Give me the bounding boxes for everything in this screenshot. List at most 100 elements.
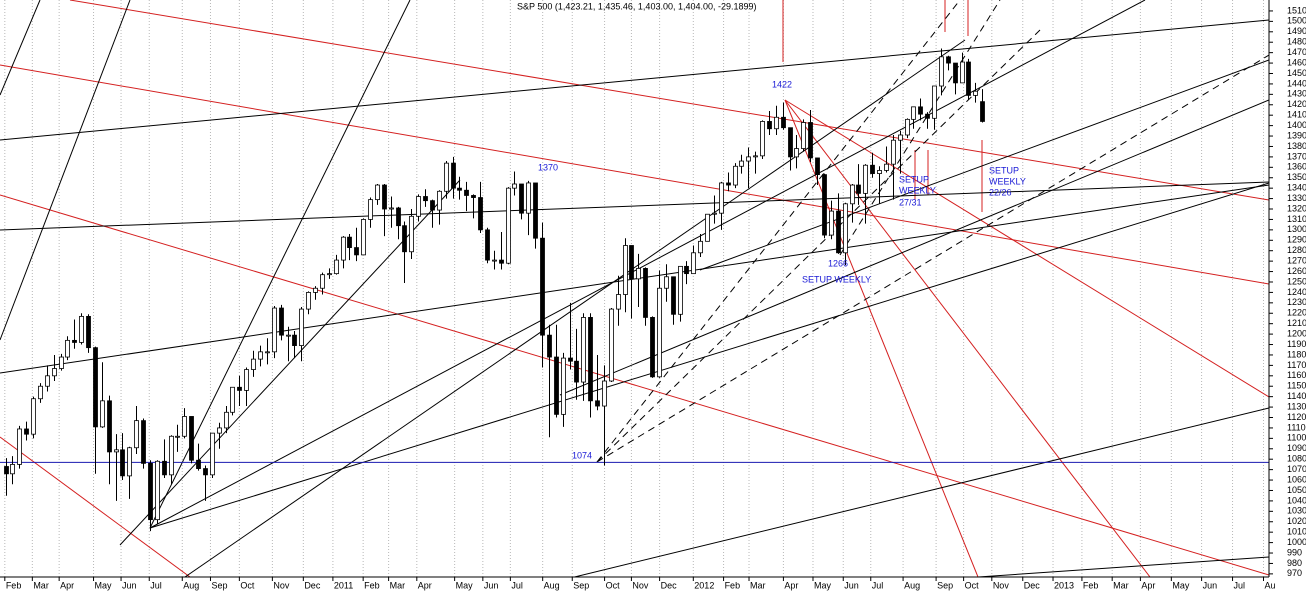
candle-body	[863, 164, 868, 194]
candle-body	[389, 207, 394, 210]
candle-body	[416, 196, 421, 217]
candle-body	[856, 184, 861, 194]
trend-line	[596, 0, 961, 463]
trend-line	[0, 194, 1269, 576]
trend-line	[572, 407, 1269, 577]
candle-body	[561, 357, 566, 415]
candle-body	[698, 240, 703, 254]
x-tick-label: Mar	[33, 580, 49, 590]
x-tick-label: Sep	[573, 580, 589, 590]
y-tick-label: 1000	[1287, 537, 1306, 547]
x-tick-label: Apr	[60, 580, 74, 590]
y-tick-label: 1060	[1287, 474, 1306, 484]
x-tick-label: Oct	[606, 580, 621, 590]
trend-line	[0, 0, 41, 96]
x-tick-label: Sep	[211, 580, 227, 590]
y-tick-label: 1490	[1287, 26, 1306, 36]
candle-body	[127, 447, 132, 477]
y-tick-label: 1130	[1287, 401, 1306, 411]
candle-body	[953, 62, 958, 84]
y-tick-label: 1100	[1287, 433, 1306, 443]
x-tick-label: Jul	[1234, 580, 1246, 590]
x-tick-label: Mar	[390, 580, 406, 590]
black-trend-lines	[0, 0, 1269, 577]
candle-body	[79, 315, 84, 343]
candle-body	[808, 122, 813, 159]
candle-body	[533, 182, 538, 239]
candle-body	[616, 294, 621, 310]
candle-body	[224, 411, 229, 429]
x-tick-label: Dec	[1024, 580, 1041, 590]
candle-body	[512, 183, 517, 189]
candle-body	[175, 435, 180, 438]
y-tick-label: 1400	[1287, 120, 1306, 130]
candle-body	[368, 199, 373, 220]
candle-body	[402, 225, 407, 253]
candle-body	[31, 398, 36, 435]
trend-line	[970, 556, 1269, 577]
y-tick-label: 990	[1287, 547, 1302, 557]
trend-line	[784, 99, 1151, 577]
candle-body	[850, 184, 855, 205]
y-tick-label: 1170	[1287, 360, 1306, 370]
candle-body	[540, 237, 545, 336]
annotation: 1266	[828, 258, 848, 268]
candle-body	[925, 113, 930, 119]
y-tick-label: 1080	[1287, 454, 1306, 464]
candle-body	[107, 400, 112, 453]
x-tick-label: Dec	[304, 580, 321, 590]
candle-body	[843, 203, 848, 254]
candle-body	[733, 165, 738, 186]
trend-lines	[0, 0, 1269, 577]
candle-body	[72, 339, 77, 343]
candle-body	[623, 245, 628, 295]
trend-line	[596, 54, 1269, 463]
x-tick-label: May	[1172, 580, 1190, 590]
candle-body	[4, 466, 9, 475]
candle-body	[286, 334, 291, 337]
trend-line	[149, 182, 1269, 529]
x-tick-label: Jun	[1203, 580, 1218, 590]
y-tick-label: 1160	[1287, 370, 1306, 380]
candle-body	[918, 106, 923, 115]
candle-body	[629, 245, 634, 280]
trend-line	[0, 181, 1269, 231]
candle-body	[189, 416, 194, 461]
candle-body	[182, 416, 187, 437]
y-tick-label: 1210	[1287, 318, 1306, 328]
candle-body	[361, 219, 366, 256]
y-tick-label: 1010	[1287, 527, 1306, 537]
red-trend-lines	[0, 0, 1269, 577]
y-tick-label: 1020	[1287, 516, 1306, 526]
candle-body	[973, 90, 978, 96]
y-tick-label: 1120	[1287, 412, 1306, 422]
candle-body	[444, 162, 449, 192]
candle-body	[932, 85, 937, 119]
x-tick-label: Aug	[544, 580, 560, 590]
candle-body	[877, 170, 882, 174]
y-tick-label: 1510	[1287, 5, 1306, 15]
y-tick-label: 1410	[1287, 110, 1306, 120]
candle-body	[781, 116, 786, 129]
candle-body	[574, 360, 579, 383]
candle-body	[960, 61, 965, 84]
candle-body	[767, 121, 772, 130]
y-tick-label: 1260	[1287, 266, 1306, 276]
candle-body	[905, 118, 910, 136]
candle-body	[581, 317, 586, 383]
y-tick-label: 1300	[1287, 224, 1306, 234]
annotation: 27/31	[899, 197, 922, 207]
candle-body	[788, 127, 793, 158]
y-tick-label: 1390	[1287, 130, 1306, 140]
annotation: WEEKLY	[989, 176, 1026, 186]
candle-body	[313, 287, 318, 293]
candle-body	[492, 259, 497, 262]
dashed-trend-lines	[596, 0, 1269, 463]
y-tick-label: 1200	[1287, 328, 1306, 338]
trend-line	[699, 59, 1269, 271]
candle-body	[169, 435, 174, 476]
candle-body	[588, 317, 593, 402]
candle-body	[320, 274, 325, 289]
candle-body	[801, 122, 806, 149]
candle-body	[554, 356, 559, 415]
